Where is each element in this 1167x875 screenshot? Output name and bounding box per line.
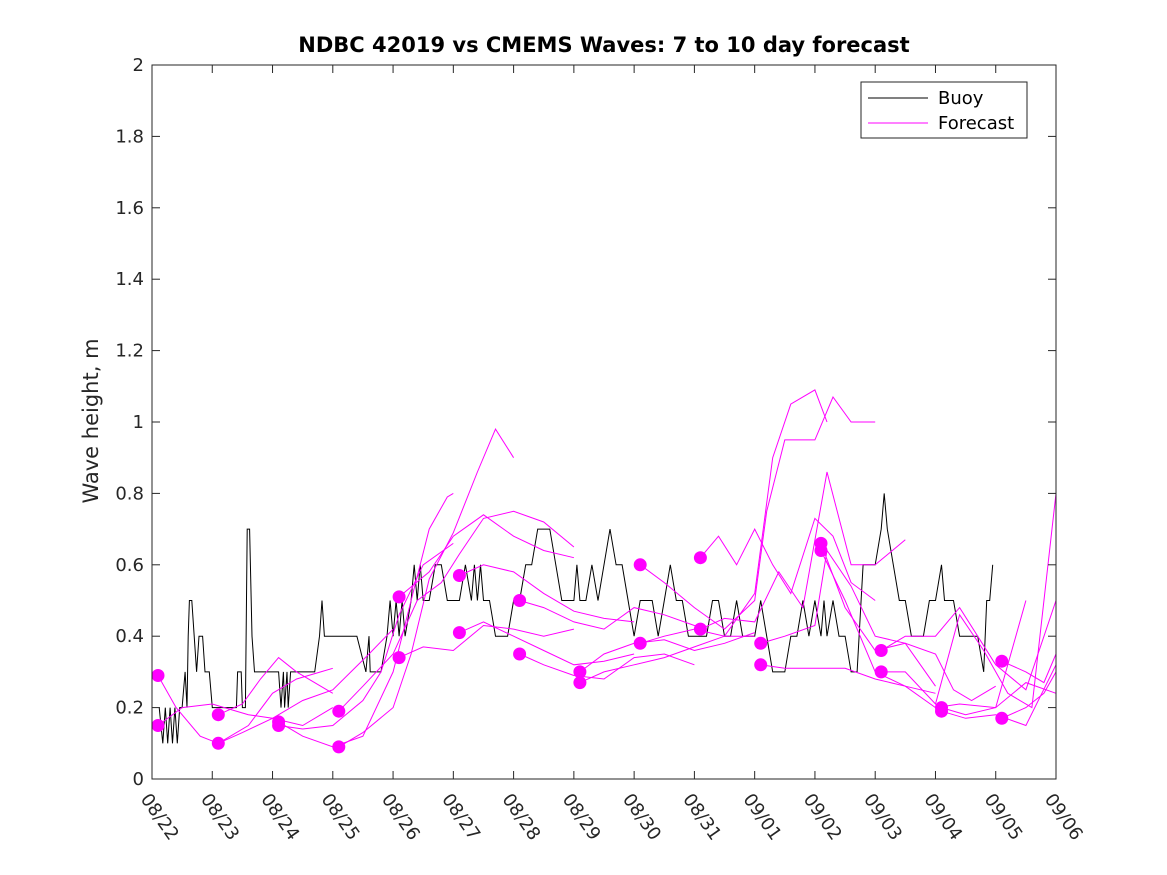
y-tick-label: 2: [133, 55, 144, 76]
forecast-run-line-1: [157, 667, 333, 744]
forecast-start-marker-14: [513, 647, 527, 661]
forecast-run-line-3: [218, 656, 334, 716]
forecast-start-marker-3: [211, 708, 225, 722]
legend-box: [860, 81, 1028, 139]
forecast-run-line-9: [398, 514, 575, 598]
forecast-run-line-30: [1001, 671, 1057, 719]
forecast-start-marker-25: [874, 644, 888, 657]
forecast-start-marker-4: [211, 736, 225, 750]
y-tick-label: 0.4: [115, 626, 144, 647]
forecast-start-marker-11: [452, 569, 466, 582]
y-tick-label: 0: [133, 769, 144, 790]
forecast-start-marker-24: [814, 544, 828, 557]
plot-area: [151, 389, 1057, 754]
y-tick-label: 0.2: [115, 698, 144, 719]
forecast-start-marker-17: [633, 558, 647, 572]
forecast-run-line-21: [760, 549, 936, 687]
y-tick-label: 1: [133, 412, 144, 433]
forecast-run-line-12: [459, 621, 635, 666]
forecast-start-marker-12: [452, 626, 466, 640]
forecast-run-line-11: [459, 564, 635, 623]
buoy-series-line: [158, 493, 994, 744]
legend-buoy-label: Buoy: [938, 88, 984, 109]
forecast-start-marker-8: [332, 704, 346, 718]
forecast-run-line-7: [338, 428, 515, 748]
forecast-start-marker-13: [513, 594, 527, 607]
forecast-start-marker-30: [995, 711, 1009, 725]
forecast-run-line-19: [700, 517, 876, 601]
forecast-start-marker-1: [151, 669, 165, 682]
forecast-start-marker-10: [392, 651, 406, 665]
forecast-run-line-17: [639, 395, 876, 630]
forecast-run-line-26: [881, 493, 1057, 709]
forecast-run-line-20: [700, 471, 906, 630]
forecast-run-line-4: [218, 628, 394, 744]
forecast-run-line-28: [941, 664, 1057, 727]
forecast-run-line-15: [579, 632, 755, 673]
y-tick-label: 0.6: [115, 555, 144, 576]
forecast-run-line-18: [640, 389, 828, 644]
forecast-start-marker-7: [332, 740, 346, 754]
forecast-run-line-25: [880, 600, 1057, 691]
forecast-run-line-14: [519, 653, 695, 680]
forecast-run-line-24: [820, 550, 1027, 709]
forecast-start-marker-15: [573, 665, 587, 679]
forecast-run-line-2: [157, 703, 334, 727]
forecast-start-marker-6: [272, 719, 286, 732]
forecast-start-marker-9: [392, 590, 406, 604]
chart-title: NDBC 42019 vs CMEMS Waves: 7 to 10 day f…: [298, 33, 909, 57]
forecast-run-line-27: [941, 682, 1057, 716]
forecast-run-line-10: [398, 624, 575, 659]
forecast-run-line-23: [820, 543, 996, 702]
legend: Buoy Forecast: [860, 81, 1028, 139]
forecast-start-marker-18: [633, 636, 647, 650]
forecast-start-marker-16: [573, 676, 587, 690]
y-tick-label: 1.4: [115, 269, 144, 290]
forecast-start-marker-29: [995, 654, 1009, 668]
forecast-start-marker-22: [754, 658, 768, 672]
forecast-start-marker-26: [874, 665, 888, 679]
forecast-run-line-5: [278, 492, 454, 748]
forecast-start-marker-21: [754, 636, 768, 650]
forecast-start-marker-28: [935, 704, 948, 718]
y-tick-label: 1.2: [115, 341, 144, 362]
forecast-start-marker-2: [151, 719, 165, 732]
y-axis-label: Wave height, m: [79, 338, 103, 503]
forecast-run-line-13: [519, 600, 707, 630]
forecast-run-line-6: [278, 542, 454, 730]
legend-forecast-label: Forecast: [938, 113, 1014, 134]
forecast-start-marker-20: [693, 622, 707, 636]
forecast-run-line-8: [338, 510, 575, 712]
forecast-start-marker-19: [693, 551, 707, 565]
y-tick-label: 1.8: [115, 126, 144, 147]
y-tick-label: 0.8: [115, 483, 144, 504]
y-tick-label: 1.6: [115, 198, 144, 219]
forecast-run-line-29: [1001, 653, 1057, 684]
